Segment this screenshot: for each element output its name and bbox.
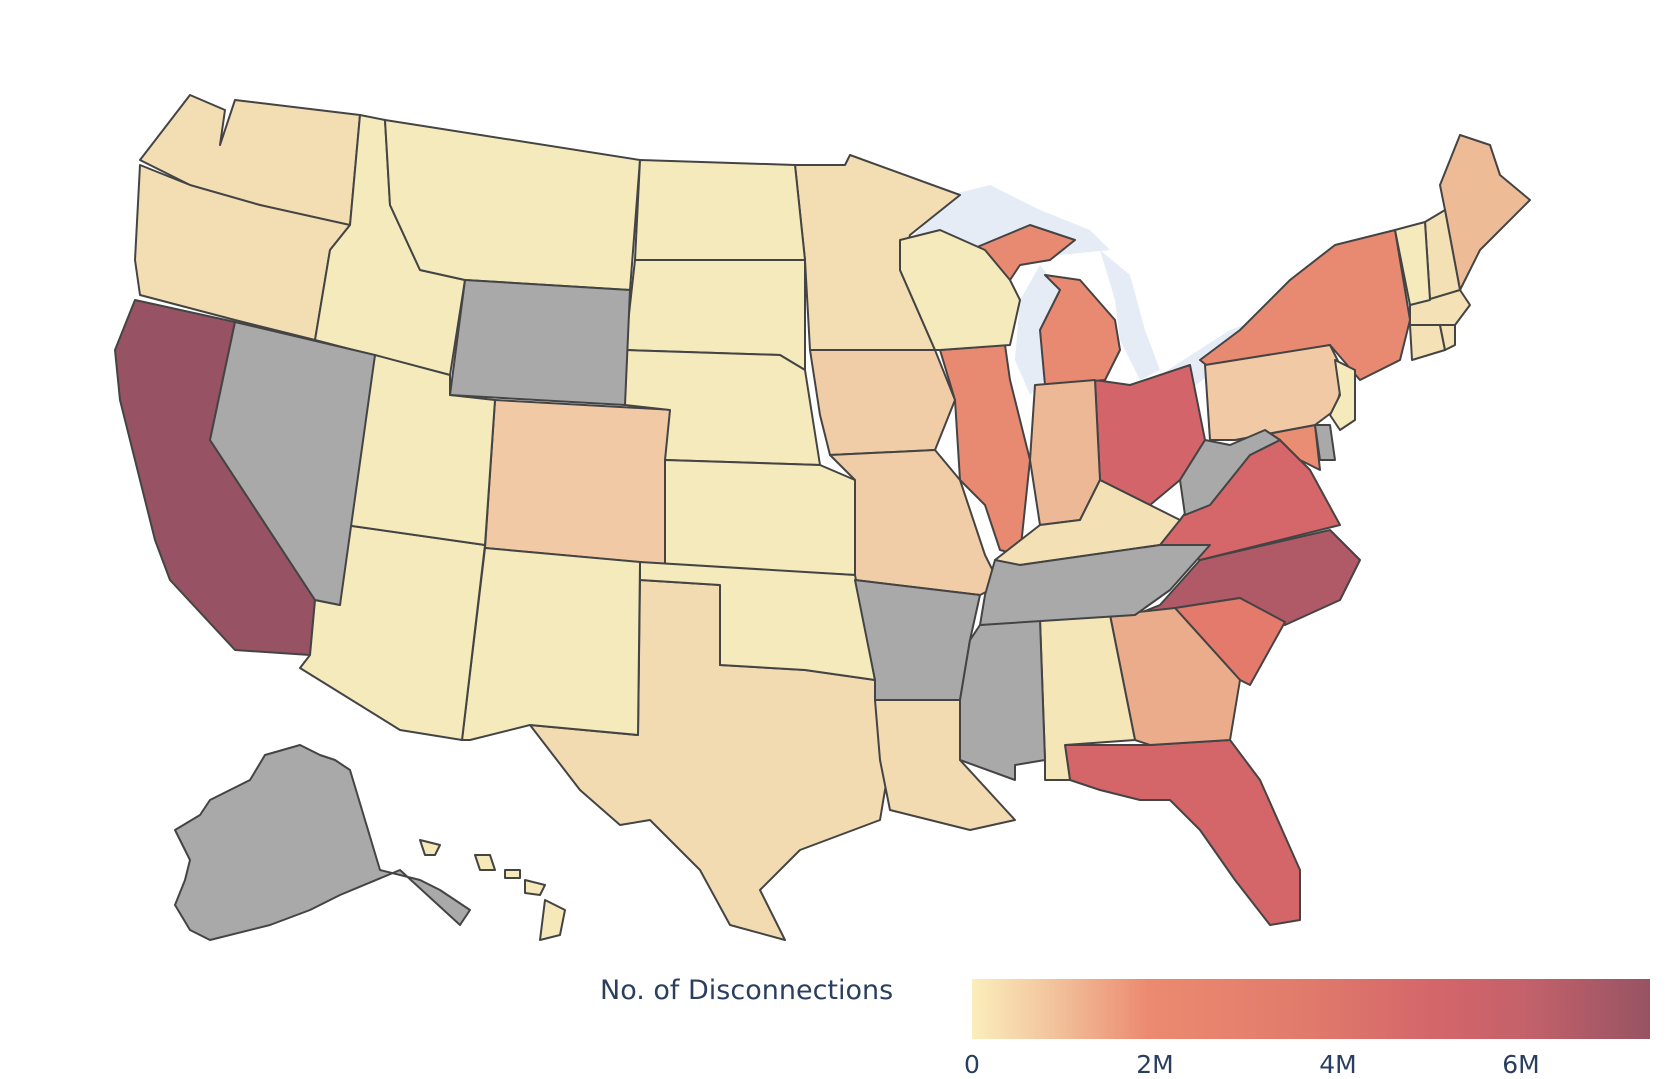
- lake-huron: [1100, 250, 1160, 380]
- state-vt[interactable]: Vermont: 50000: [1394, 221, 1431, 306]
- state-wi[interactable]: Wisconsin: 50000: [899, 229, 1021, 351]
- lake-michigan: [1015, 265, 1060, 395]
- state-co[interactable]: Colorado: 850000: [484, 399, 676, 566]
- colorbar-gradient: [972, 979, 1650, 1039]
- colorbar: [972, 979, 1650, 1039]
- state-nm[interactable]: New Mexico: 50000: [461, 547, 641, 741]
- state-ak[interactable]: Alaska: [174, 744, 471, 941]
- state-hi[interactable]: Hawaii: 100000: [419, 839, 566, 941]
- state-ri[interactable]: Rhode Island: 300000: [1439, 324, 1456, 351]
- state-ks[interactable]: Kansas: 50000: [664, 459, 856, 576]
- state-ms[interactable]: Mississippi: [959, 619, 1046, 781]
- state-wv[interactable]: West Virginia: [1179, 429, 1281, 516]
- state-pa[interactable]: Pennsylvania: 800000: [1204, 344, 1346, 441]
- state-mt[interactable]: Montana: 50000: [384, 119, 641, 291]
- state-nj[interactable]: New Jersey: 50000: [1329, 359, 1356, 431]
- state-shapes: California: 7400000North Carolina: 58000…: [114, 94, 1531, 941]
- state-ct[interactable]: Connecticut: 300000: [1409, 324, 1446, 361]
- colorbar-tick-0: 0: [964, 1050, 980, 1079]
- colorbar-tick-2m: 2M: [1136, 1050, 1174, 1079]
- state-tn[interactable]: Tennessee: [979, 544, 1211, 626]
- state-de[interactable]: Delaware: [1314, 424, 1336, 461]
- state-ma[interactable]: Massachusetts: 300000: [1409, 289, 1471, 326]
- colorbar-tick-4m: 4M: [1319, 1050, 1357, 1079]
- state-al[interactable]: Alabama: 200000: [1039, 614, 1136, 781]
- state-fl[interactable]: Florida: 4100000: [1064, 739, 1301, 926]
- state-wy[interactable]: Wyoming: [449, 279, 631, 406]
- state-ia[interactable]: Iowa: 750000: [809, 349, 956, 456]
- colorbar-title: No. of Disconnections: [600, 975, 894, 1006]
- state-nv[interactable]: Nevada: [209, 321, 376, 606]
- colorbar-tick-6m: 6M: [1502, 1050, 1540, 1079]
- state-nd[interactable]: North Dakota: 50000: [634, 159, 806, 261]
